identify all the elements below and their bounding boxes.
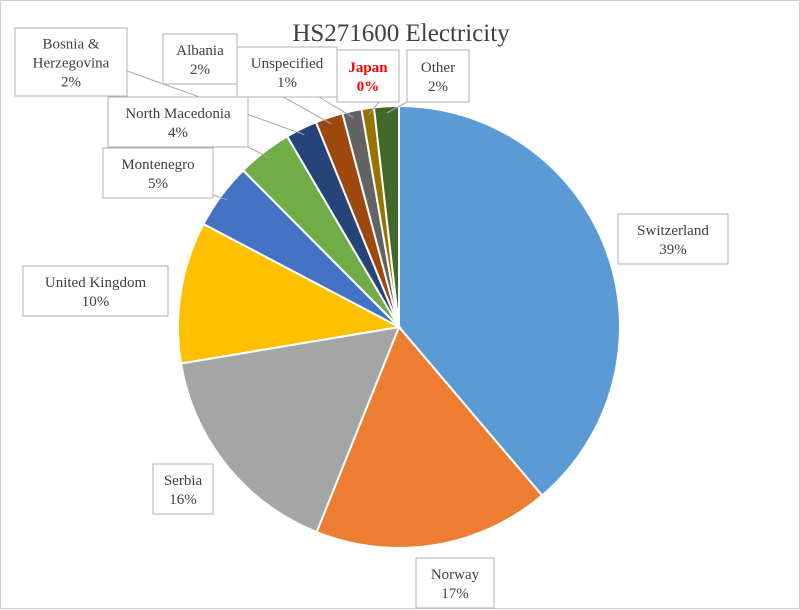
callout-box — [107, 96, 249, 148]
slice-name-label: Serbia — [164, 473, 203, 489]
pie-slice-united-kingdom — [177, 222, 403, 365]
pie-slice-switzerland — [398, 104, 621, 497]
data-label-switzerland: Switzerland 39% — [617, 213, 729, 265]
slice-percent-label: 17% — [441, 586, 469, 602]
slice-name-label: Unspecified — [251, 56, 324, 72]
slice-name-label: Bosnia & — [42, 37, 99, 53]
slice-name-label: Montenegro — [121, 157, 194, 173]
leader-line-other — [386, 101, 408, 114]
slice-percent-label: 2% — [190, 62, 210, 78]
slice-name-label: Albania — [176, 43, 224, 59]
leader-line-montenegro — [212, 194, 227, 201]
data-label-north-macedonia: North Macedonia 4% — [107, 96, 249, 148]
data-label-norway: Norway 17% — [415, 557, 495, 609]
slice-name-label: Other — [421, 60, 455, 76]
data-label-bosnia-herzegovina: Bosnia & Herzegovina 2% — [14, 27, 128, 97]
callout-box — [14, 27, 128, 97]
slice-percent-label: 2% — [61, 75, 81, 91]
slice-percent-label: 10% — [82, 294, 110, 310]
callout-box — [406, 49, 470, 103]
leader-line-japan — [368, 101, 380, 116]
slice-percent-label: 39% — [659, 242, 687, 258]
data-label-unspecified: Unspecified 1% — [236, 46, 338, 98]
slice-name-label: Norway — [431, 567, 480, 583]
pie-slice-norway — [315, 325, 544, 550]
data-label-united-kingdom: United Kingdom 10% — [22, 265, 169, 317]
chart-title: HS271600 Electricity — [292, 20, 510, 47]
pie-slice-serbia — [179, 325, 401, 534]
data-label-serbia: Serbia 16% — [152, 463, 214, 515]
slice-percent-label: 1% — [277, 75, 297, 91]
slice-name-label: United Kingdom — [45, 275, 147, 291]
slice-percent-label: 4% — [168, 125, 188, 141]
callout-box — [152, 463, 214, 515]
leader-line-unspecified — [318, 96, 354, 119]
callout-box — [617, 213, 729, 265]
slice-name-label: Switzerland — [637, 223, 709, 239]
slice-percent-label: 2% — [428, 79, 448, 95]
slice-name-label: North Macedonia — [125, 106, 231, 122]
data-label-albania: Albania 2% — [162, 33, 238, 85]
slice-name-label: Japan — [348, 60, 388, 76]
slice-percent-label: 0% — [357, 79, 380, 95]
data-label-other: Other 2% — [406, 49, 470, 103]
leader-line-north-macedonia — [247, 146, 269, 158]
callout-box — [336, 49, 400, 103]
slice-percent-label: 5% — [148, 176, 168, 192]
callout-box — [22, 265, 169, 317]
data-label-japan: Japan 0% — [336, 49, 400, 103]
callout-box — [162, 33, 238, 85]
data-label-montenegro: Montenegro 5% — [102, 147, 214, 199]
slice-name-label: Herzegovina — [33, 56, 110, 72]
callout-box — [102, 147, 214, 199]
callout-box — [415, 557, 495, 609]
slice-percent-label: 16% — [169, 492, 197, 508]
